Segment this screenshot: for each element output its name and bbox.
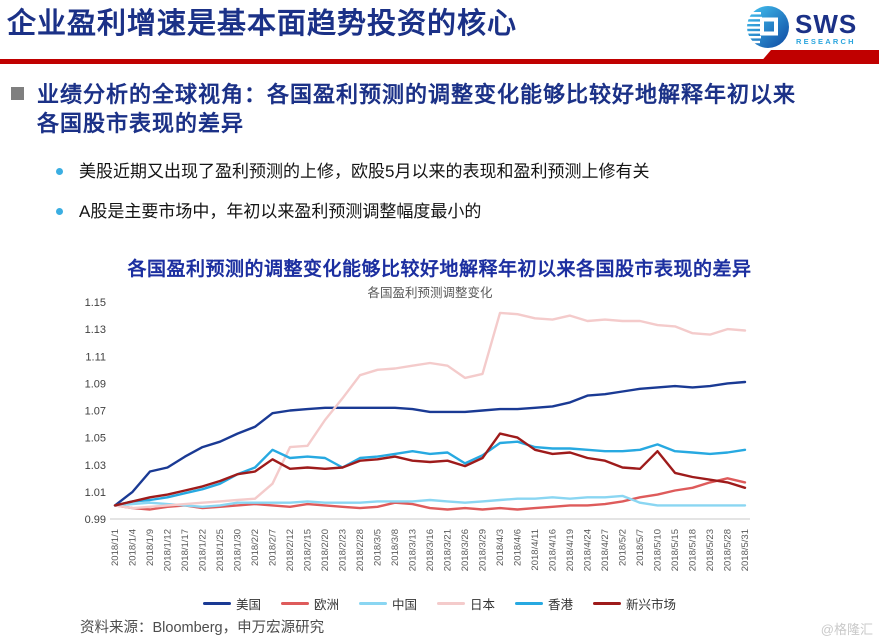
section-heading-row: 业绩分析的全球视角：各国盈利预测的调整变化能够比较好地解释年初以来 各国股市表现… xyxy=(11,80,871,139)
watermark: @格隆汇 xyxy=(820,622,873,637)
legend-item: 香港 xyxy=(515,594,573,613)
section-heading: 业绩分析的全球视角：各国盈利预测的调整变化能够比较好地解释年初以来 各国股市表现… xyxy=(37,80,796,139)
legend-label: 新兴市场 xyxy=(626,598,677,612)
x-axis-tick: 2018/5/10 xyxy=(653,529,664,571)
logo-text: SWS xyxy=(795,9,857,39)
series-line-香港 xyxy=(113,440,747,507)
legend-item: 新兴市场 xyxy=(593,594,676,613)
chart-caption: 各国盈利预测的调整变化能够比较好地解释年初以来各国股市表现的差异 xyxy=(127,259,752,280)
section-heading-line2: 各国股市表现的差异 xyxy=(37,111,245,137)
legend-swatch-icon xyxy=(280,602,309,605)
x-axis-tick: 2018/4/27 xyxy=(600,529,611,571)
y-axis-tick: 1.05 xyxy=(85,433,106,445)
legend-swatch-icon xyxy=(593,602,622,605)
x-axis-tick: 2018/4/3 xyxy=(495,529,506,566)
bullet-text-2: A股是主要市场中，年初以来盈利预测调整幅度最小的 xyxy=(79,201,482,221)
chart-inner-title: 各国盈利预测调整变化 xyxy=(367,285,493,300)
bullet-dot-icon xyxy=(56,168,63,175)
x-axis-tick: 2018/2/2 xyxy=(250,529,261,566)
y-axis-tick: 1.09 xyxy=(85,378,106,390)
legend-label: 美国 xyxy=(235,598,261,612)
chart-legend: 美国 欧洲 中国 日本 香港 新兴市场 xyxy=(0,594,879,613)
legend-swatch-icon xyxy=(358,602,387,605)
x-axis-tick: 2018/1/22 xyxy=(198,529,209,571)
bullet-item-2: A股是主要市场中，年初以来盈利预测调整幅度最小的 xyxy=(54,200,814,224)
x-axis-tick: 2018/3/16 xyxy=(425,529,436,571)
series-line-日本 xyxy=(113,311,747,510)
x-axis-tick: 2018/5/2 xyxy=(618,529,629,566)
legend-label: 日本 xyxy=(470,598,496,612)
y-axis-tick: 1.15 xyxy=(85,297,106,309)
x-axis-tick: 2018/2/28 xyxy=(355,529,366,571)
x-axis-tick: 2018/3/5 xyxy=(373,529,384,566)
x-axis-tick: 2018/1/1 xyxy=(110,529,121,566)
x-axis-tick: 2018/3/26 xyxy=(460,529,471,571)
y-axis-tick: 0.99 xyxy=(85,514,106,526)
x-axis-tick: 2018/1/30 xyxy=(233,529,244,571)
legend-swatch-icon xyxy=(437,602,465,605)
red-divider-wedge xyxy=(759,50,879,64)
bullet-list: 美股近期又出现了盈利预测的上修，欧股5月以来的表现和盈利预测上修有关 A股是主要… xyxy=(54,160,814,240)
x-axis-tick: 2018/5/15 xyxy=(670,529,681,571)
series-line-美国 xyxy=(113,380,747,507)
sws-logo: SWS RESEARCH xyxy=(745,2,873,57)
legend-swatch-icon xyxy=(515,602,544,605)
bullet-item-1: 美股近期又出现了盈利预测的上修，欧股5月以来的表现和盈利预测上修有关 xyxy=(54,160,814,184)
x-axis-tick: 2018/2/20 xyxy=(320,529,331,571)
x-axis-tick: 2018/2/7 xyxy=(268,529,279,566)
legend-label: 中国 xyxy=(391,598,417,612)
x-axis-tick: 2018/1/25 xyxy=(215,529,226,571)
x-axis-tick: 2018/3/13 xyxy=(408,529,419,571)
x-axis-tick: 2018/4/11 xyxy=(530,529,541,571)
y-axis-tick: 1.11 xyxy=(85,351,106,363)
x-axis-tick: 2018/5/31 xyxy=(740,529,751,571)
legend-item: 欧洲 xyxy=(280,594,339,613)
section-heading-line1: 业绩分析的全球视角：各国盈利预测的调整变化能够比较好地解释年初以来 xyxy=(37,82,797,107)
series-line-中国 xyxy=(113,494,747,509)
x-axis-tick: 2018/4/6 xyxy=(513,529,524,566)
legend-swatch-icon xyxy=(202,602,231,605)
legend-label: 香港 xyxy=(548,598,574,612)
x-axis-tick: 2018/5/28 xyxy=(723,529,734,571)
x-axis-tick: 2018/5/18 xyxy=(688,529,699,571)
x-axis-tick: 2018/5/7 xyxy=(635,529,646,566)
source-note: 资料来源：Bloomberg，申万宏源研究 xyxy=(80,620,325,636)
logo-subtext: RESEARCH xyxy=(796,37,856,46)
legend-item: 日本 xyxy=(437,594,495,613)
x-axis-tick: 2018/5/23 xyxy=(705,529,716,571)
x-axis-tick: 2018/3/8 xyxy=(390,529,401,566)
x-axis-tick: 2018/2/23 xyxy=(338,529,349,571)
y-axis-tick: 1.01 xyxy=(85,487,106,499)
x-axis-tick: 2018/4/24 xyxy=(583,529,594,571)
legend-label: 欧洲 xyxy=(313,598,339,612)
red-divider xyxy=(0,59,879,64)
x-axis-tick: 2018/1/12 xyxy=(163,529,174,571)
y-axis-tick: 1.13 xyxy=(85,324,106,336)
line-chart: 各国盈利预测调整变化 0.99 1.01 1.03 1.05 1.07 1.09 1.11 1.… xyxy=(85,285,751,571)
x-axis-tick: 2018/4/16 xyxy=(548,529,559,571)
x-axis-tick: 2018/1/17 xyxy=(180,529,191,571)
x-axis-tick: 2018/4/19 xyxy=(565,529,576,571)
logo-globe-icon: SWS RESEARCH xyxy=(745,6,857,48)
series-line-欧洲 xyxy=(113,477,747,511)
x-axis-tick: 2018/2/12 xyxy=(285,529,296,571)
bullet-dot-icon xyxy=(56,207,63,215)
series-line-新兴市场 xyxy=(113,432,747,507)
x-axis-tick: 2018/1/4 xyxy=(128,529,139,566)
x-axis-tick: 2018/1/9 xyxy=(145,529,156,566)
legend-item: 中国 xyxy=(358,594,417,613)
x-axis-tick: 2018/3/29 xyxy=(478,529,489,571)
x-axis-tick: 2018/2/15 xyxy=(303,529,314,571)
y-axis-tick: 1.07 xyxy=(85,406,106,418)
y-axis-tick: 1.03 xyxy=(85,460,106,472)
x-axis-tick: 2018/3/21 xyxy=(443,529,454,571)
legend-item: 美国 xyxy=(202,594,261,613)
page-title: 企业盈利增速是基本面趋势投资的核心 xyxy=(7,6,518,40)
heading-bullet-square xyxy=(11,87,24,100)
bullet-text-1: 美股近期又出现了盈利预测的上修，欧股5月以来的表现和盈利预测上修有关 xyxy=(79,162,650,181)
